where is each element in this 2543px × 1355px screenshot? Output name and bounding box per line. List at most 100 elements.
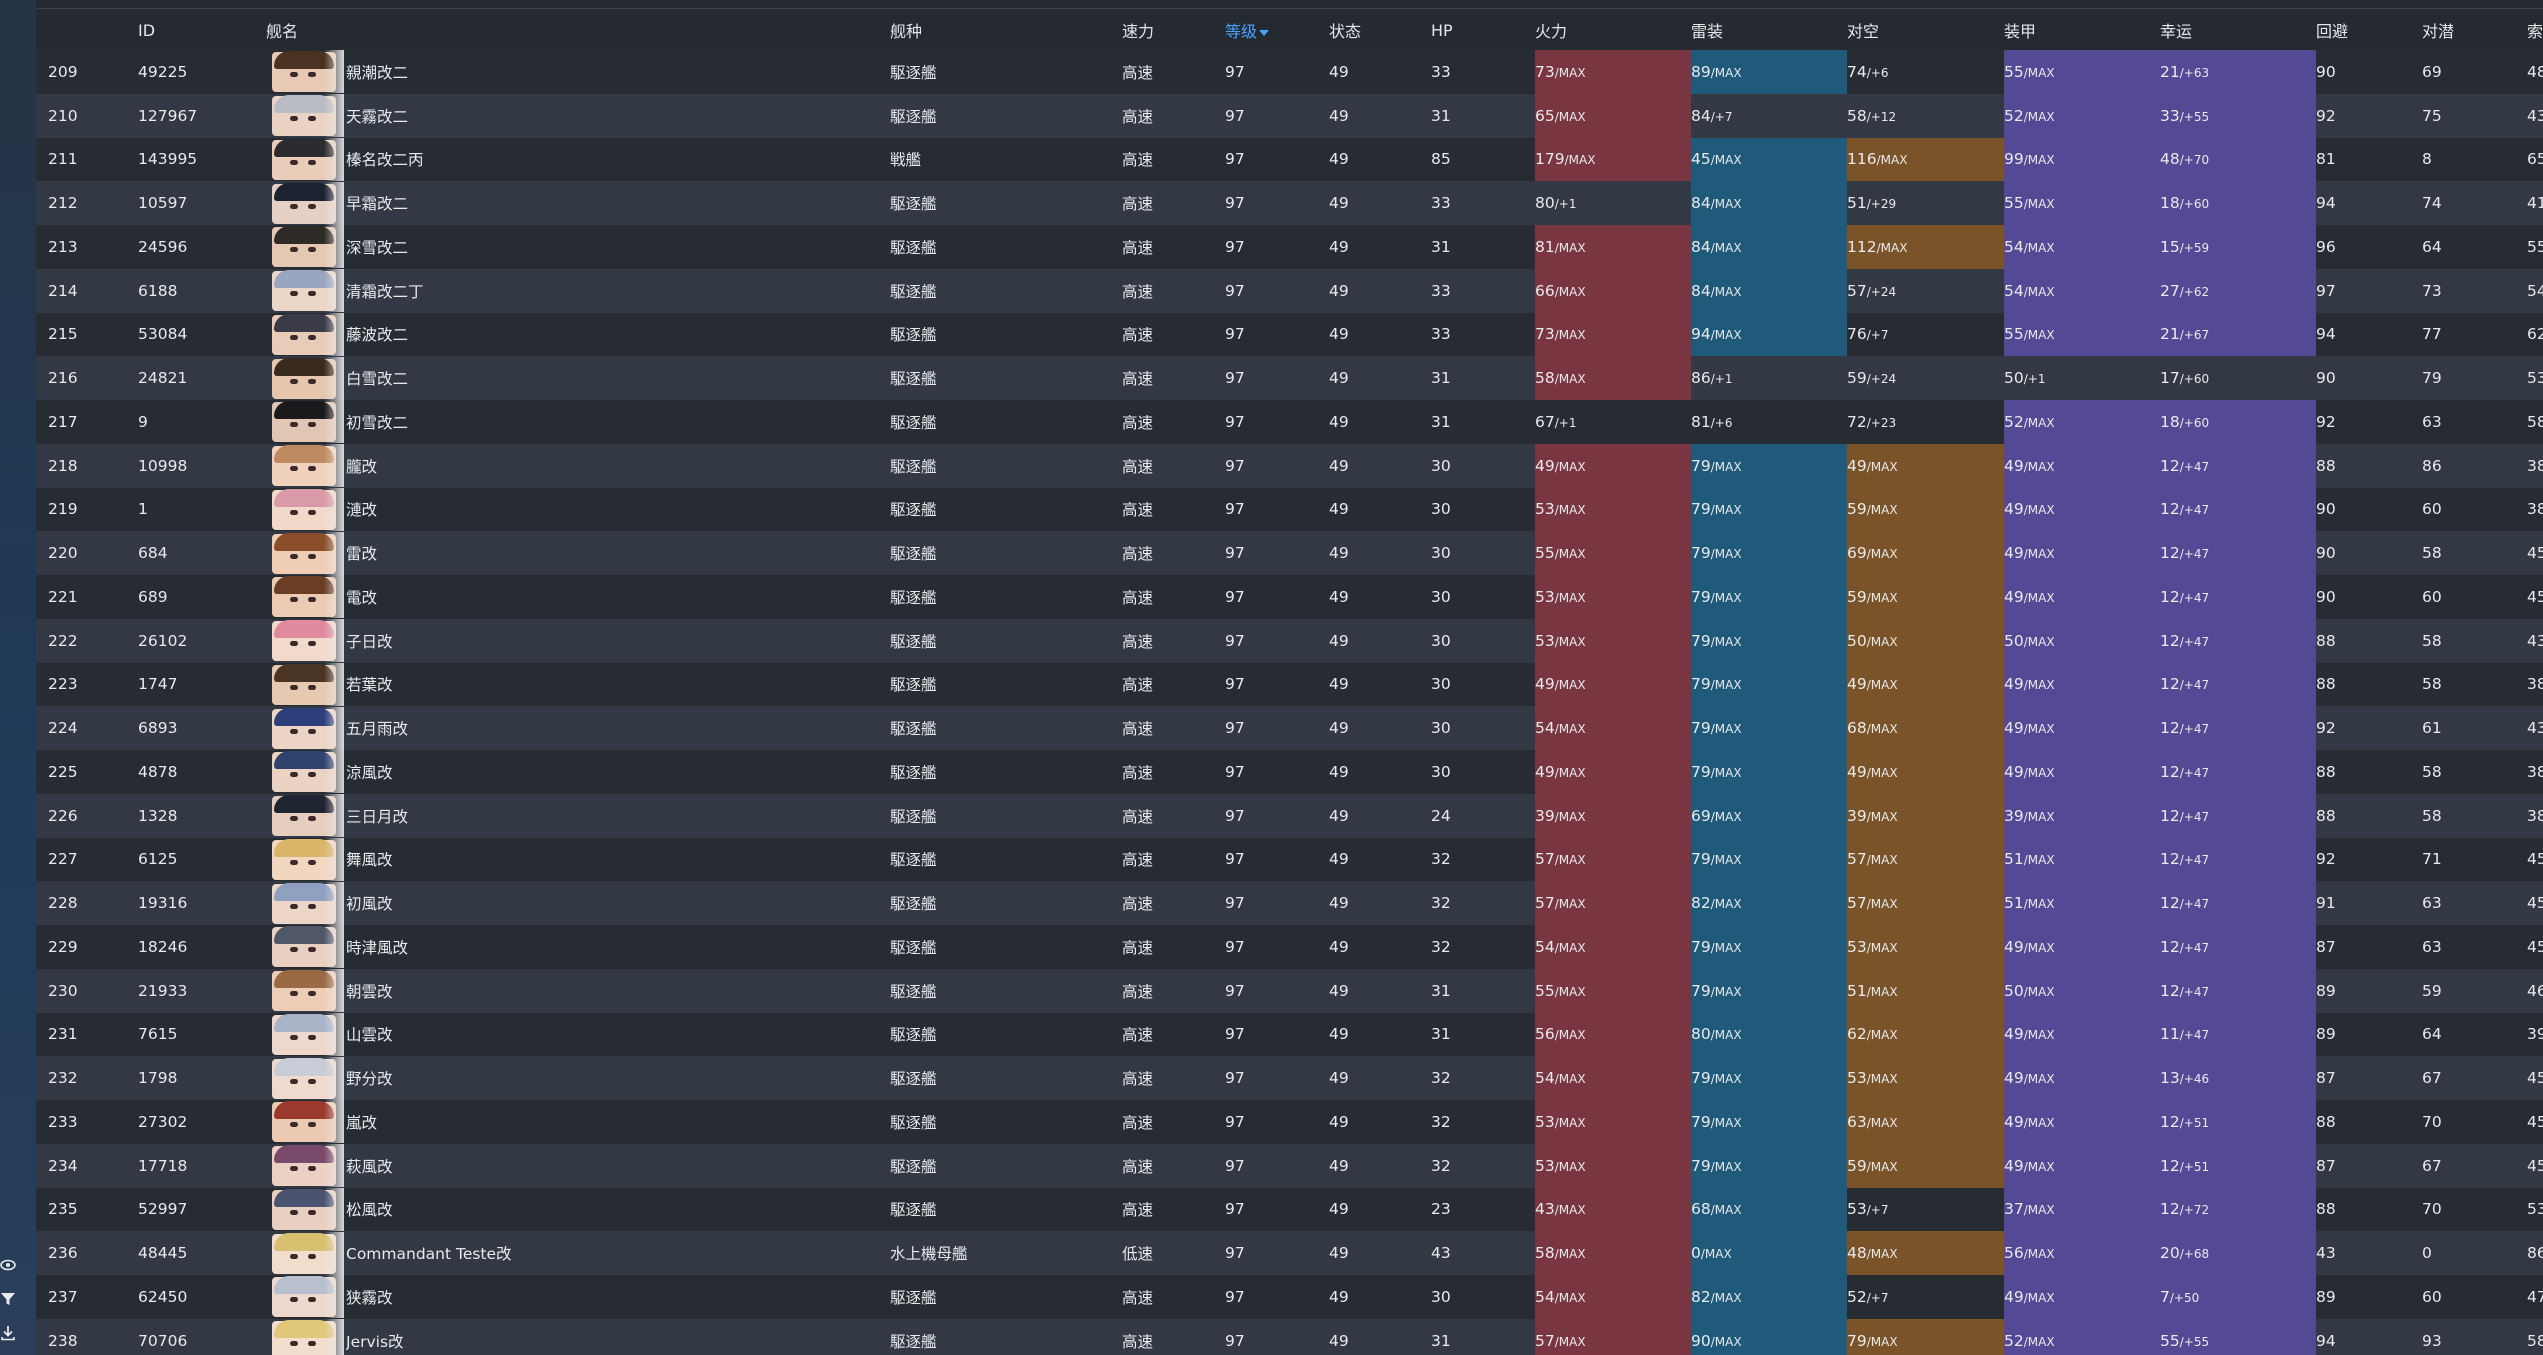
ship-speed: 高速 (1122, 706, 1226, 750)
table-row[interactable]: 234 17718 萩風改 駆逐艦 高速 97 49 32 53/MAX 79/MAX 59/MAX… (36, 1143, 2543, 1188)
table-row[interactable]: 232 1798 野分改 駆逐艦 高速 97 49 32 54/MAX 79/MAX 53/MAX 4… (36, 1056, 2543, 1100)
row-number: 230 (36, 968, 138, 1013)
stat-aa-value: 49 (1847, 675, 1867, 694)
ship-speed: 高速 (1122, 1318, 1226, 1355)
stat-aa-bonus: /MAX (1866, 1115, 1898, 1130)
table-row[interactable]: 220 684 雷改 駆逐艦 高速 97 49 30 55/MAX 79/MAX 69/MAX 49/… (36, 531, 2543, 575)
stat-torpedo: 82/MAX (1691, 881, 1848, 925)
table-row[interactable]: 210 127967 天霧改二 駆逐艦 高速 97 49 31 65/MAX 84/+7 58/+1… (36, 93, 2543, 138)
ship-id: 127967 (138, 93, 266, 138)
stat-evasion: 90 (2316, 487, 2423, 532)
stat-armor: 49/MAX (2004, 706, 2161, 750)
table-row[interactable]: 235 52997 松風改 駆逐艦 高速 97 49 23 43/MAX 68/MAX 53/+7 3… (36, 1187, 2543, 1232)
stat-fire: 53/MAX (1535, 1143, 1692, 1188)
table-row[interactable]: 219 1 漣改 駆逐艦 高速 97 49 30 53/MAX 79/MAX 59/MAX 49/MA… (36, 487, 2543, 532)
ship-avatar-cell (266, 1056, 346, 1100)
stat-fire-value: 54 (1535, 719, 1555, 738)
ship-speed: 高速 (1122, 750, 1226, 794)
col-header-evasion[interactable]: 回避 (2316, 10, 2423, 50)
stat-armor-bonus: /MAX (2023, 1159, 2055, 1174)
col-header-hp[interactable]: HP (1431, 10, 1536, 50)
table-row[interactable]: 221 689 電改 駆逐艦 高速 97 49 30 53/MAX 79/MAX 59/MAX 49/… (36, 575, 2543, 619)
stat-torpedo-value: 79 (1691, 500, 1711, 519)
filter-icon[interactable] (0, 1291, 16, 1311)
col-header-cond[interactable]: 状态 (1329, 10, 1432, 50)
stat-evasion: 88 (2316, 793, 2423, 838)
table-row[interactable]: 218 10998 朧改 駆逐艦 高速 97 49 30 49/MAX 79/MAX 49/MAX 4… (36, 443, 2543, 488)
ship-hp: 30 (1431, 750, 1536, 794)
ship-hp: 32 (1431, 881, 1536, 925)
table-row[interactable]: 222 26102 子日改 駆逐艦 高速 97 49 30 53/MAX 79/MAX 50/MAX… (36, 618, 2543, 663)
table-row[interactable]: 226 1328 三日月改 駆逐艦 高速 97 49 24 39/MAX 69/MAX 39/MAX… (36, 793, 2543, 838)
table-row[interactable]: 225 4878 涼風改 駆逐艦 高速 97 49 30 49/MAX 79/MAX 49/MAX 4… (36, 750, 2543, 794)
stat-armor: 55/MAX (2004, 312, 2161, 357)
stat-asw: 70 (2422, 1100, 2528, 1144)
stat-luck: 18/+60 (2160, 181, 2317, 225)
stat-aa: 59/MAX (1847, 575, 2005, 619)
table-row[interactable]: 212 10597 早霜改二 駆逐艦 高速 97 49 33 80/+1 84/MAX 51/+29… (36, 181, 2543, 225)
stat-armor-value: 55 (2004, 62, 2024, 81)
table-row[interactable]: 209 49225 親潮改二 駆逐艦 高速 97 49 33 73/MAX 89/MAX 74/+6… (36, 50, 2543, 94)
stat-torpedo: 79/MAX (1691, 1100, 1848, 1144)
stat-evasion: 89 (2316, 1012, 2423, 1057)
table-row[interactable]: 237 62450 狭霧改 駆逐艦 高速 97 49 30 54/MAX 82/MAX 52/+7 4… (36, 1275, 2543, 1319)
stat-torpedo-bonus: /MAX (1710, 678, 1742, 693)
table-row[interactable]: 211 143995 榛名改二丙 戦艦 高速 97 49 85 179/MAX 45/MAX 116… (36, 137, 2543, 182)
stat-fire-bonus: /+1 (1554, 415, 1577, 430)
col-header-fire[interactable]: 火力 (1535, 10, 1692, 50)
stat-armor-bonus: /MAX (2023, 547, 2055, 562)
table-row[interactable]: 228 19316 初風改 駆逐艦 高速 97 49 32 57/MAX 82/MAX 57/MAX… (36, 881, 2543, 925)
stat-aa: 62/MAX (1847, 1012, 2005, 1057)
table-row[interactable]: 230 21933 朝雲改 駆逐艦 高速 97 49 31 55/MAX 79/MAX 51/MAX… (36, 968, 2543, 1013)
col-header-luck[interactable]: 幸运 (2160, 10, 2317, 50)
table-row[interactable]: 229 18246 時津風改 駆逐艦 高速 97 49 32 54/MAX 79/MAX 53/MA… (36, 925, 2543, 969)
ship-hp: 33 (1431, 50, 1536, 94)
stat-luck-value: 21 (2160, 325, 2180, 344)
table-row[interactable]: 233 27302 嵐改 駆逐艦 高速 97 49 32 53/MAX 79/MAX 63/MAX 4… (36, 1100, 2543, 1144)
stat-luck: 12/+47 (2160, 662, 2317, 707)
download-icon[interactable] (0, 1325, 16, 1345)
table-row[interactable]: 214 6188 清霜改二丁 駆逐艦 高速 97 49 33 66/MAX 84/MAX 57/+2… (36, 268, 2543, 313)
col-header-speed[interactable]: 速力 (1122, 10, 1226, 50)
stat-armor-value: 49 (2004, 937, 2024, 956)
ship-level: 97 (1225, 50, 1330, 94)
stat-evasion: 97 (2316, 268, 2423, 313)
stat-los: 62 (2527, 312, 2543, 357)
ship-name: 三日月改 (346, 793, 891, 838)
table-row[interactable]: 231 7615 山雲改 駆逐艦 高速 97 49 31 56/MAX 80/MAX 62/MAX 4… (36, 1012, 2543, 1057)
table-row[interactable]: 217 9 初雪改二 駆逐艦 高速 97 49 31 67/+1 81/+6 72/+23 52/MA… (36, 400, 2543, 444)
stat-fire-value: 73 (1535, 62, 1555, 81)
table-row[interactable]: 227 6125 舞風改 駆逐艦 高速 97 49 32 57/MAX 79/MAX 57/MAX 5… (36, 837, 2543, 882)
col-header-no[interactable] (36, 10, 138, 50)
table-row[interactable]: 223 1747 若葉改 駆逐艦 高速 97 49 30 49/MAX 79/MAX 49/MAX 4… (36, 662, 2543, 707)
col-header-level[interactable]: 等级 (1225, 10, 1330, 50)
ship-hp: 32 (1431, 925, 1536, 969)
stat-aa-value: 59 (1847, 369, 1867, 388)
col-header-id[interactable]: ID (138, 10, 266, 50)
stat-torpedo-value: 94 (1691, 325, 1711, 344)
stat-luck-value: 21 (2160, 62, 2180, 81)
table-row[interactable]: 213 24596 深雪改二 駆逐艦 高速 97 49 31 81/MAX 84/MAX 112/M… (36, 225, 2543, 269)
table-row[interactable]: 238 70706 Jervis改 駆逐艦 高速 97 49 31 57/MAX 90/MAX 79… (36, 1318, 2543, 1355)
stat-fire: 39/MAX (1535, 793, 1692, 838)
col-header-aa[interactable]: 对空 (1847, 10, 2005, 50)
col-header-asw[interactable]: 对潜 (2422, 10, 2528, 50)
stat-armor: 49/MAX (2004, 1275, 2161, 1319)
stat-los: 45 (2527, 925, 2543, 969)
stat-luck: 11/+47 (2160, 1012, 2317, 1057)
col-header-los[interactable]: 索敌 (2527, 10, 2543, 50)
ship-avatar-cell (266, 618, 346, 663)
ship-type: 駆逐艦 (890, 1143, 1123, 1188)
col-header-torpedo[interactable]: 雷装 (1691, 10, 1848, 50)
col-header-name[interactable]: 舰名 (266, 10, 891, 50)
stat-fire-bonus: /MAX (1554, 1072, 1586, 1087)
col-header-type[interactable]: 舰种 (890, 10, 1123, 50)
table-row[interactable]: 224 6893 五月雨改 駆逐艦 高速 97 49 30 54/MAX 79/MAX 68/MAX… (36, 706, 2543, 750)
col-header-armor[interactable]: 装甲 (2004, 10, 2161, 50)
ship-level: 97 (1225, 1275, 1330, 1319)
ship-condition: 49 (1329, 1187, 1432, 1232)
table-row[interactable]: 216 24821 白雪改二 駆逐艦 高速 97 49 31 58/MAX 86/+1 59/+24… (36, 356, 2543, 400)
table-row[interactable]: 236 48445 Commandant Teste改 水上機母艦 低速 97 49 43 58… (36, 1231, 2543, 1275)
table-row[interactable]: 215 53084 藤波改二 駆逐艦 高速 97 49 33 73/MAX 94/MAX 76/+7… (36, 312, 2543, 357)
eye-icon[interactable] (0, 1257, 16, 1277)
